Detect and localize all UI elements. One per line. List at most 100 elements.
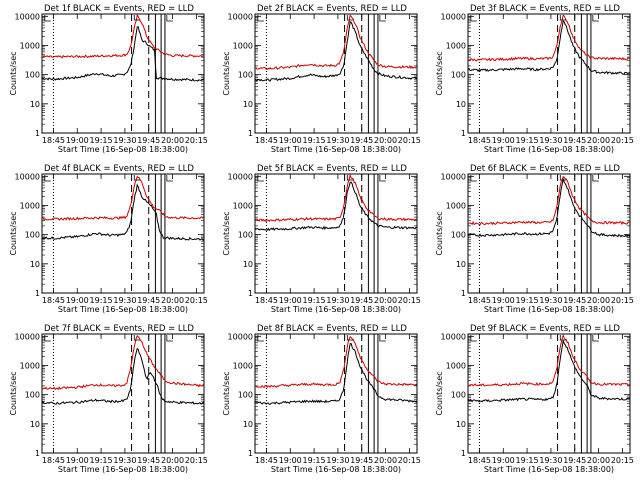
sun-marker-bracket — [133, 335, 141, 341]
x-axis-label: Start Time (16-Sep-08 18:38:00) — [484, 465, 614, 474]
y-tick-label: 1000 — [20, 41, 40, 50]
plot-frame — [467, 333, 631, 454]
x-tick-label: 19:45 — [350, 136, 373, 145]
y-tick-label: 1000 — [233, 201, 253, 210]
panel-det-7: Det 7f BLACK = Events, RED = LLD 1 10 100 10… — [9, 324, 208, 474]
x-axis-label: Start Time (16-Sep-08 18:38:00) — [58, 305, 188, 314]
end-marker-bracket — [166, 15, 173, 22]
events-series-line — [41, 183, 205, 241]
sun-marker-bracket — [133, 175, 141, 181]
x-tick-label: 20:00 — [587, 456, 610, 465]
x-tick-label: 20:15 — [611, 456, 634, 465]
start-marker-bracket — [44, 335, 51, 342]
x-tick-label: 19:30 — [326, 296, 349, 305]
y-tick-label: 10000 — [228, 12, 253, 21]
lld-series-line — [255, 14, 418, 70]
y-tick-label: 1 — [35, 449, 40, 458]
lld-series-line — [468, 14, 631, 62]
end-marker-bracket — [592, 15, 599, 22]
y-tick-label: 10000 — [15, 172, 40, 181]
x-tick-label: 18:45 — [255, 296, 278, 305]
events-series-line — [254, 343, 418, 405]
x-tick-label: 18:45 — [468, 296, 491, 305]
x-tick-label: 19:45 — [563, 136, 586, 145]
y-tick-label: 1 — [248, 129, 253, 138]
lld-series-line — [41, 14, 205, 59]
x-tick-label: 19:45 — [137, 136, 160, 145]
x-tick-label: 19:15 — [90, 136, 113, 145]
end-marker-bracket — [379, 335, 386, 342]
sun-marker-bracket — [559, 335, 567, 341]
x-tick-label: 20:15 — [185, 136, 208, 145]
x-tick-label: 18:45 — [468, 136, 491, 145]
x-tick-label: 18:45 — [468, 456, 491, 465]
panel-det-2: Det 2f BLACK = Events, RED = LLD 1 10 100 10… — [222, 4, 421, 154]
end-marker-bracket — [379, 175, 386, 182]
x-tick-label: 20:00 — [161, 136, 184, 145]
y-tick-label: 100 — [451, 391, 466, 400]
x-axis-label: Start Time (16-Sep-08 18:38:00) — [58, 145, 188, 154]
x-tick-label: 18:45 — [42, 136, 65, 145]
x-axis-label: Start Time (16-Sep-08 18:38:00) — [484, 145, 614, 154]
x-tick-label: 20:00 — [374, 296, 397, 305]
x-tick-label: 18:45 — [255, 456, 278, 465]
panel-det-1: Det 1f BLACK = Events, RED = LLD 1 10 100 10… — [9, 4, 208, 154]
y-axis-label: Counts/sec — [9, 211, 18, 255]
y-tick-label: 10 — [30, 420, 40, 429]
y-tick-label: 10 — [30, 260, 40, 269]
x-axis-label: Start Time (16-Sep-08 18:38:00) — [271, 305, 401, 314]
end-marker-bracket — [592, 335, 599, 342]
lld-series-line — [41, 335, 205, 391]
x-tick-label: 20:15 — [398, 136, 421, 145]
y-tick-label: 10000 — [441, 332, 466, 341]
y-tick-label: 1 — [35, 129, 40, 138]
y-tick-label: 100 — [238, 391, 253, 400]
sun-marker-bracket — [346, 15, 354, 21]
y-tick-label: 1 — [461, 289, 466, 298]
y-tick-label: 10000 — [228, 172, 253, 181]
x-tick-label: 19:45 — [563, 456, 586, 465]
x-tick-label: 20:15 — [611, 296, 634, 305]
panel-title: Det 4f BLACK = Events, RED = LLD — [44, 164, 194, 174]
x-axis-label: Start Time (16-Sep-08 18:38:00) — [271, 145, 401, 154]
start-marker-bracket — [44, 15, 51, 22]
y-tick-label: 10 — [30, 100, 40, 109]
x-tick-label: 19:15 — [516, 456, 539, 465]
y-tick-label: 1000 — [233, 41, 253, 50]
x-tick-label: 19:00 — [279, 456, 302, 465]
sun-marker-bracket — [559, 175, 567, 181]
x-tick-label: 19:15 — [90, 456, 113, 465]
panel-title: Det 7f BLACK = Events, RED = LLD — [44, 324, 194, 334]
panel-title: Det 6f BLACK = Events, RED = LLD — [470, 164, 620, 174]
x-tick-label: 19:00 — [492, 136, 515, 145]
x-tick-label: 20:15 — [185, 296, 208, 305]
y-tick-label: 10000 — [441, 172, 466, 181]
y-tick-label: 1 — [248, 289, 253, 298]
x-axis-label: Start Time (16-Sep-08 18:38:00) — [58, 465, 188, 474]
y-axis-label: Counts/sec — [435, 371, 444, 415]
x-tick-label: 20:00 — [374, 136, 397, 145]
y-tick-label: 1 — [461, 129, 466, 138]
x-tick-label: 19:00 — [279, 296, 302, 305]
y-axis-label: Counts/sec — [222, 51, 231, 95]
plot-frame — [41, 13, 205, 134]
y-tick-label: 1000 — [446, 41, 466, 50]
y-tick-label: 100 — [451, 71, 466, 80]
lld-series-line — [467, 333, 631, 387]
y-tick-label: 10000 — [15, 12, 40, 21]
x-tick-label: 19:45 — [350, 456, 373, 465]
y-tick-label: 10 — [456, 420, 466, 429]
panel-title: Det 2f BLACK = Events, RED = LLD — [257, 4, 407, 14]
end-marker-bracket — [592, 175, 599, 182]
x-tick-label: 19:30 — [539, 456, 562, 465]
y-tick-label: 1 — [248, 449, 253, 458]
x-tick-label: 19:30 — [539, 296, 562, 305]
panel-det-3: Det 3f BLACK = Events, RED = LLD 1 10 100 10… — [435, 4, 634, 154]
x-tick-label: 18:45 — [42, 456, 65, 465]
y-tick-label: 10 — [243, 260, 253, 269]
y-tick-label: 10 — [243, 100, 253, 109]
events-series-line — [41, 347, 205, 405]
y-tick-label: 100 — [238, 231, 253, 240]
y-tick-label: 10 — [456, 260, 466, 269]
